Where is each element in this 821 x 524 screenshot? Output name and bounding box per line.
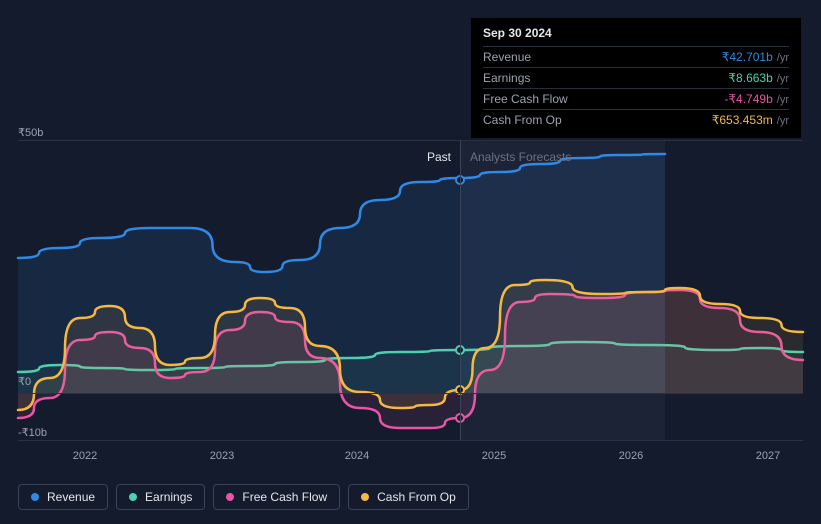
grid-line-bottom (18, 440, 803, 441)
legend-item-revenue[interactable]: Revenue (18, 484, 108, 510)
tooltip-metric-value: -₹4.749b/yr (724, 92, 789, 106)
legend-dot-icon (31, 493, 39, 501)
tooltip-metric-value: ₹42.701b/yr (722, 50, 789, 64)
x-axis-label: 2023 (210, 450, 234, 462)
tooltip-metric-label: Free Cash Flow (483, 92, 568, 106)
tooltip-metric-label: Cash From Op (483, 113, 562, 127)
tooltip-row: Revenue ₹42.701b/yr (483, 46, 789, 67)
hover-tooltip: Sep 30 2024 Revenue ₹42.701b/yr Earnings ₹8… (471, 18, 801, 138)
tooltip-metric-label: Earnings (483, 71, 530, 85)
x-axis-label: 2025 (482, 450, 506, 462)
period-label-forecast: Analysts Forecasts (470, 150, 571, 164)
legend-label: Cash From Op (377, 490, 456, 504)
legend-label: Revenue (47, 490, 95, 504)
period-label-past: Past (427, 150, 451, 164)
x-axis-label: 2024 (345, 450, 369, 462)
legend-item-cash-from-op[interactable]: Cash From Op (348, 484, 469, 510)
divider-line (460, 140, 461, 440)
grid-line-top (18, 140, 803, 141)
legend-dot-icon (226, 493, 234, 501)
legend-label: Free Cash Flow (242, 490, 327, 504)
x-axis-label: 2022 (73, 450, 97, 462)
legend-label: Earnings (145, 490, 192, 504)
tooltip-date: Sep 30 2024 (483, 26, 789, 46)
x-axis-label: 2026 (619, 450, 643, 462)
legend-item-earnings[interactable]: Earnings (116, 484, 205, 510)
x-axis-label: 2027 (756, 450, 780, 462)
tooltip-row: Cash From Op ₹653.453m/yr (483, 109, 789, 130)
tooltip-row: Free Cash Flow -₹4.749b/yr (483, 88, 789, 109)
legend-item-free-cash-flow[interactable]: Free Cash Flow (213, 484, 340, 510)
financials-chart: ₹50b ₹0 -₹10b 2022 2023 2024 2025 2026 2027 Pas… (0, 0, 821, 524)
y-axis-label: -₹10b (18, 426, 47, 439)
tooltip-metric-value: ₹653.453m/yr (712, 113, 789, 127)
grid-line-zero (18, 393, 803, 394)
chart-legend: Revenue Earnings Free Cash Flow Cash From O… (18, 484, 469, 510)
y-axis-label: ₹0 (18, 375, 31, 388)
legend-dot-icon (361, 493, 369, 501)
legend-dot-icon (129, 493, 137, 501)
tooltip-metric-label: Revenue (483, 50, 531, 64)
tooltip-row: Earnings ₹8.663b/yr (483, 67, 789, 88)
y-axis-label: ₹50b (18, 126, 43, 139)
tooltip-metric-value: ₹8.663b/yr (728, 71, 789, 85)
